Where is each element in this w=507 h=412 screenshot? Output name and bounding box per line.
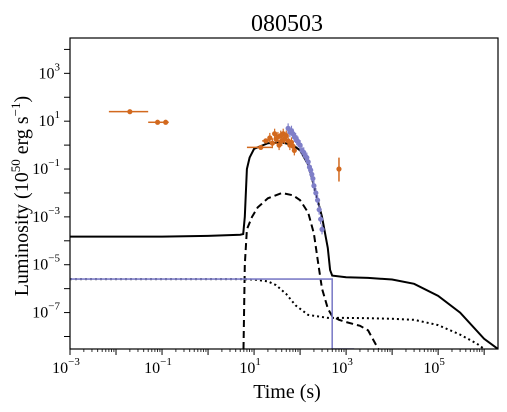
y-axis-label-exp2: −1 <box>8 102 23 116</box>
model-curve-dotted <box>70 278 485 349</box>
x-tick-exp: 3 <box>347 356 353 368</box>
y-tick-label: 103 <box>39 61 61 82</box>
x-tick-exp: 5 <box>439 356 445 368</box>
y-axis-label-main: Luminosity (10 <box>11 172 33 296</box>
y-tick-label: 10−7 <box>32 301 60 322</box>
model-curve-step <box>70 278 355 349</box>
y-tick-exp: −7 <box>48 301 60 313</box>
data-point <box>313 190 319 196</box>
data-point <box>127 109 133 115</box>
data-point <box>316 207 322 213</box>
y-tick-exp: −1 <box>48 157 60 169</box>
y-axis-label-mid: erg s <box>11 116 33 159</box>
y-tick-label: 10−3 <box>32 205 60 226</box>
y-tick-label: 10−1 <box>32 157 60 178</box>
chart-title: 080503 <box>251 11 323 37</box>
y-axis-label: Luminosity (1050 erg s−1) <box>8 96 33 296</box>
data-point <box>263 138 269 144</box>
data-point <box>310 175 316 182</box>
y-tick-base: 10 <box>39 113 55 130</box>
y-tick-exp: −3 <box>48 205 60 217</box>
plot-frame <box>69 37 499 350</box>
x-tick-label: 105 <box>423 356 445 377</box>
data-point <box>291 147 297 154</box>
y-axis-label-group: Luminosity (1050 erg s−1) <box>8 96 33 296</box>
y-axis-label-end: ) <box>11 96 33 103</box>
x-tick-label: 10−1 <box>144 356 172 377</box>
data-point <box>311 183 317 189</box>
x-tick-base: 10 <box>144 360 160 377</box>
data-point <box>297 142 303 148</box>
x-tick-label: 101 <box>239 356 261 377</box>
model-curve-solid <box>70 141 498 349</box>
y-tick-base: 10 <box>32 161 48 178</box>
data-point <box>258 144 264 151</box>
data-point <box>276 142 282 148</box>
x-tick-base: 10 <box>52 360 68 377</box>
y-tick-exp: −5 <box>48 253 60 265</box>
data-point <box>318 216 324 222</box>
model-curve-dashed <box>242 191 380 349</box>
x-axis-label: Time (s) <box>253 381 321 403</box>
x-tick-label: 103 <box>331 356 353 377</box>
x-tick-exp: −3 <box>68 356 80 368</box>
y-tick-base: 10 <box>32 257 48 274</box>
plot-layer <box>70 109 498 349</box>
x-tick-base: 10 <box>331 360 347 377</box>
x-tick-exp: −1 <box>160 356 172 368</box>
data-point <box>319 226 325 232</box>
x-tick-exp: 1 <box>255 356 261 368</box>
x-tick-base: 10 <box>423 360 439 377</box>
y-tick-base: 10 <box>32 209 48 226</box>
data-point <box>163 119 169 125</box>
y-axis-label-exp1: 50 <box>8 159 23 172</box>
data-point <box>283 132 289 139</box>
y-tick-label: 101 <box>39 109 61 130</box>
y-tick-exp: 1 <box>55 109 61 121</box>
y-tick-label: 10−5 <box>32 253 60 274</box>
data-point <box>269 140 275 146</box>
y-tick-base: 10 <box>39 65 55 82</box>
x-tick-label: 10−3 <box>52 356 80 377</box>
y-tick-exp: 3 <box>55 61 61 73</box>
y-tick-base: 10 <box>32 305 48 322</box>
data-point <box>267 135 273 141</box>
data-point <box>154 119 161 125</box>
x-tick-base: 10 <box>239 360 255 377</box>
data-point <box>336 166 342 172</box>
data-point <box>314 197 321 203</box>
